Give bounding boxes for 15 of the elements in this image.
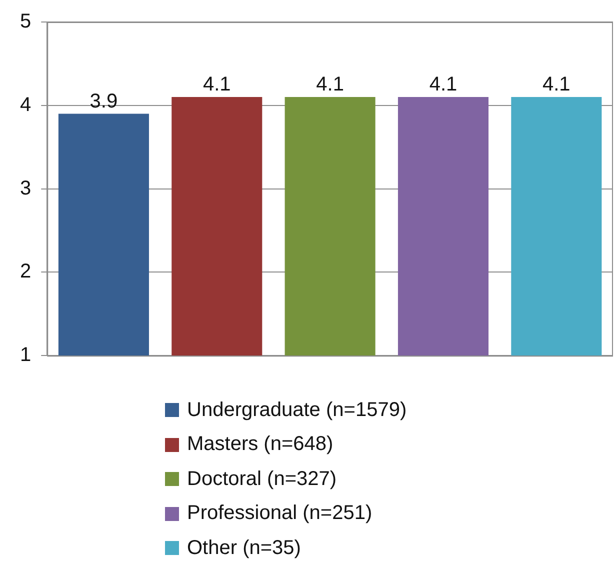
y-tick-label: 2 xyxy=(20,260,32,283)
y-tick-label: 4 xyxy=(20,94,32,116)
data-label: 4.1 xyxy=(542,74,570,96)
data-label: 4.1 xyxy=(316,74,344,96)
data-label: 4.1 xyxy=(429,74,458,96)
legend-label: Doctoral (n=327) xyxy=(187,468,337,491)
data-label: 3.9 xyxy=(90,90,118,112)
y-tick-label: 1 xyxy=(20,344,32,366)
legend-label: Undergraduate (n=1579) xyxy=(187,398,407,422)
y-tick-label: 3 xyxy=(20,177,32,200)
legend-label: Masters (n=648) xyxy=(187,433,334,456)
data-label: 4.1 xyxy=(202,74,231,96)
legend-label: Professional (n=251) xyxy=(187,502,372,526)
legend-label: Other (n=35) xyxy=(187,536,301,560)
y-tick-label: 5 xyxy=(20,10,32,33)
